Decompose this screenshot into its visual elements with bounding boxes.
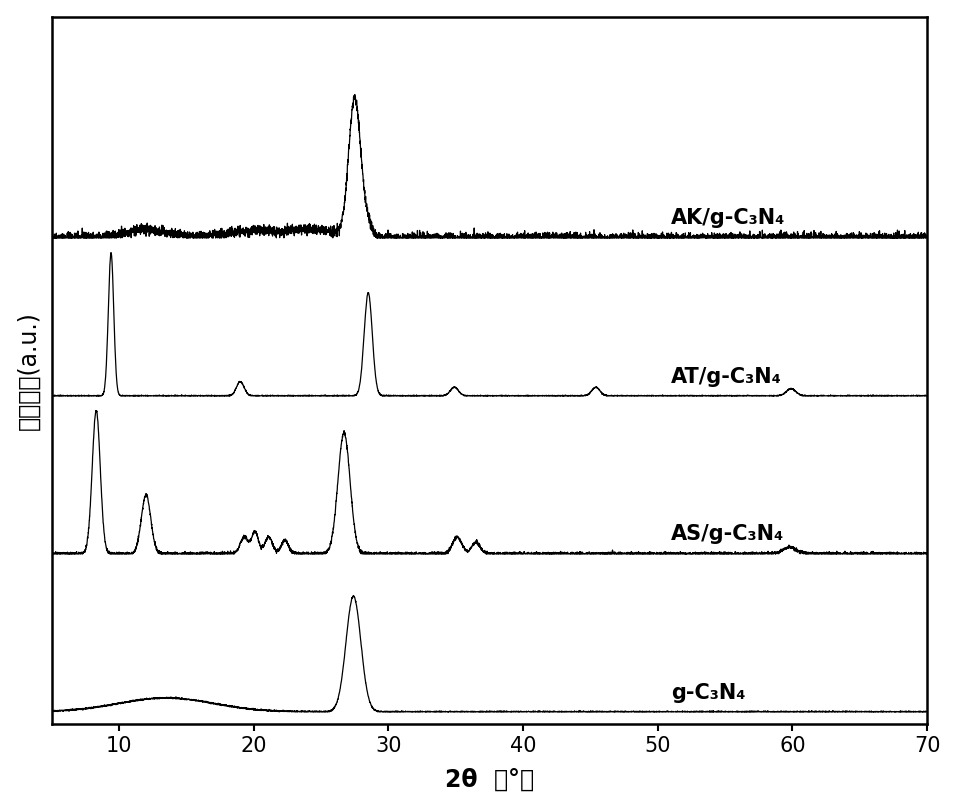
Text: AS/g-C₃N₄: AS/g-C₃N₄ [671, 524, 785, 545]
Y-axis label: 信号强度(a.u.): 信号强度(a.u.) [16, 311, 40, 430]
X-axis label: 2θ  （°）: 2θ （°） [445, 768, 534, 791]
Text: g-C₃N₄: g-C₃N₄ [671, 684, 746, 703]
Text: AK/g-C₃N₄: AK/g-C₃N₄ [671, 208, 786, 229]
Text: AT/g-C₃N₄: AT/g-C₃N₄ [671, 367, 782, 387]
